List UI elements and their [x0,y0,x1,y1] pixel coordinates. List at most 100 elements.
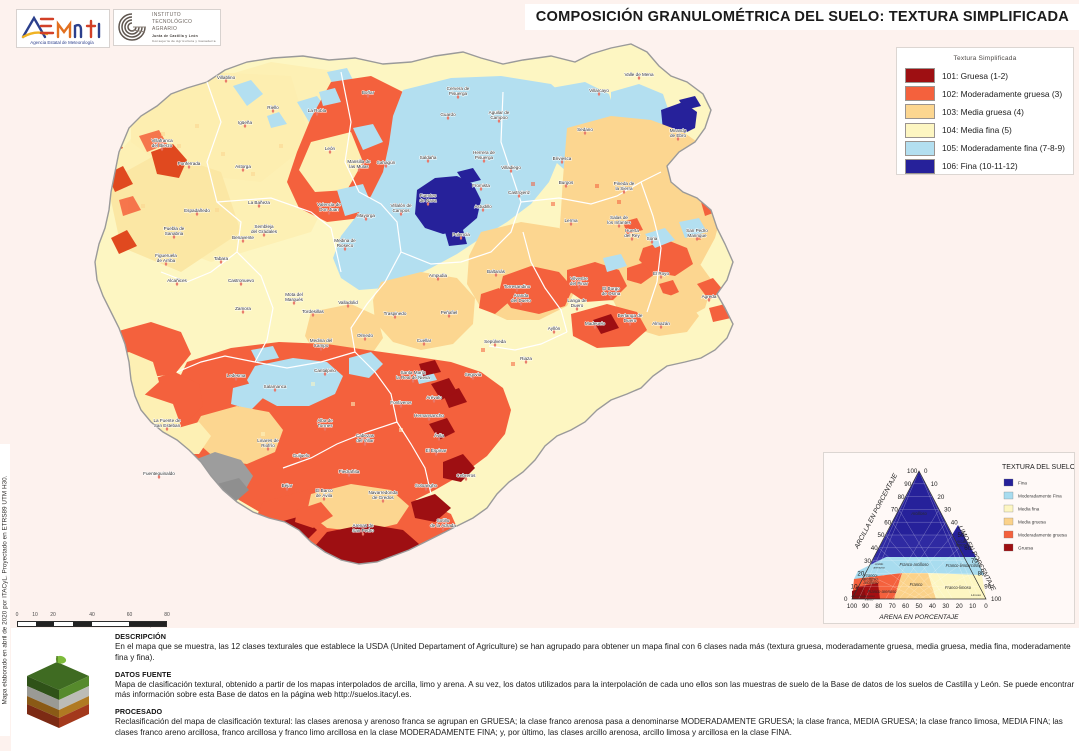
scale-tick-10: 10 [32,612,38,618]
svg-text:León: León [325,146,336,151]
map-city-marker [564,183,568,189]
svg-text:Traspinedo: Traspinedo [384,311,407,316]
map-place-label: Guardo [440,111,457,121]
map-place-label: Sotoangho [414,482,438,492]
legend-item-102[interactable]: 102: Moderadamente gruesa (3) [905,86,1065,102]
map-place-label: Olmedo [356,332,374,342]
map-place-label: La Fuente de San Esteban [153,417,182,432]
triangle-right-tick-20: 20 [937,494,944,501]
triangle-left-tick-30: 30 [864,558,871,565]
map-city-marker [411,378,415,384]
map-place-label: Boñar [361,89,375,99]
scale-tick-20: 20 [50,612,56,618]
scale-tick-40: 40 [89,612,95,618]
svg-text:Mayorga: Mayorga [357,213,375,218]
logo-aemet: Agencia Estatal de Meteorología [16,9,110,48]
svg-text:Sedano: Sedano [577,127,593,132]
map-city-marker [622,189,626,195]
map-place-label: Palencia [452,231,471,241]
legend-swatch-106 [905,158,935,174]
map-place-label: Castrojeriz [507,189,531,199]
triangle-legend-label: Moderadamente gruesa [1018,533,1067,538]
svg-text:Peñafiel: Peñafiel [441,310,458,315]
map-place-label: Mansilla de las Mulas [347,158,372,173]
map-place-label: Hernansancho [414,412,445,422]
legend-item-104[interactable]: 104: Media fina (5) [905,122,1065,138]
triangle-left-tick-100: 100 [907,468,918,475]
map-city-marker [319,346,323,352]
map-city-marker [363,336,367,342]
datos-fuente-text: Mapa de clasificación textural, obtenido… [115,679,1075,700]
legend-item-101[interactable]: 101: Gruesa (1-2) [905,68,1065,83]
legend-title: Textura Simplificada [953,55,1017,62]
scale-tick-0: 0 [15,612,19,618]
map-city-marker [597,91,601,97]
map-city-marker [482,158,486,164]
triangle-cell-franco-arenoso: Franco-arenoso [868,589,898,594]
map-city-marker [593,324,597,330]
svg-text:Villadiego: Villadiego [501,165,521,170]
map-place-label: Tabara [213,255,229,265]
map-place-label: Benavente [231,234,255,244]
legend-item-106[interactable]: 106: Fina (10-11-12) [905,158,1065,174]
map-place-label: Berlanga de Duero [617,312,643,327]
map-city-marker [609,294,613,300]
triangle-bottom-tick-90: 90 [862,603,869,610]
map-city-marker [285,486,289,492]
triangle-left-tick-20: 20 [857,571,864,578]
map-city-marker [659,274,663,280]
triangle-axis-bottom-label: ARENA EN PORCENTAJE [878,614,959,621]
map-place-label: Fuentes de Nava [419,192,438,207]
map-place-label: El Espinar [425,447,447,457]
logo-aemet-subtitle: Agencia Estatal de Meteorología [30,40,94,45]
map-place-label: Cantalpino [313,367,337,377]
map-city-marker [464,476,468,482]
svg-text:Boñar: Boñar [362,90,375,95]
triangle-cell-franco-arenoso-arcilloso: Franco-arenoso-arcilloso [863,573,880,585]
map-city-marker [552,329,556,335]
map-city-marker [187,164,191,170]
legend-label-101: 101: Gruesa (1-2) [942,70,1009,81]
map-city-marker [493,342,497,348]
svg-text:Fromista: Fromista [472,183,490,188]
map-canvas[interactable]: Villablino Riello La Robla Boñar Cervera de P… [11,32,1079,622]
svg-text:El Espinar: El Espinar [426,448,447,453]
ita-line-1: INSTITUTO [152,12,181,19]
svg-text:Ledesma: Ledesma [227,373,246,378]
map-place-label: Almazán [652,320,671,330]
map-place-label: Villablino [216,74,236,84]
descripcion-text: En el mapa que se muestra, las 12 clases… [115,642,1071,662]
svg-text:Ponferrada: Ponferrada [178,161,201,166]
map-city-marker [243,123,247,129]
triangle-legend-swatch [1003,478,1014,487]
legend-item-105[interactable]: 105: Moderadamente fina (7-8-9) [905,140,1065,156]
procesado-heading: PROCESADO [115,707,163,716]
map-place-label: Igüeña [237,119,253,129]
legend-item-103[interactable]: 103: Media gruesa (4) [905,104,1065,120]
map-city-marker [361,531,365,537]
svg-text:Zamora: Zamora [235,306,251,311]
legend-label-106: 106: Fina (10-11-12) [942,161,1018,172]
legend-label-104: 104: Media fina (5) [942,125,1012,136]
map-place-label: Ávila [433,431,445,442]
triangle-left-tick-90: 90 [904,481,911,488]
triangle-legend: Fina Moderadamente Fina Media fina Media gr… [1003,478,1067,552]
map-place-label: Arévalo [426,394,443,404]
triangle-legend-swatch [1003,504,1014,513]
svg-text:Madeuelo: Madeuelo [585,321,606,326]
legend-label-102: 102: Moderadamente gruesa (3) [942,88,1063,99]
map-city-marker [447,313,451,319]
triangle-legend-swatch [1003,543,1014,552]
map-place-label: Sembleja del Grádales [250,223,278,238]
triangle-legend-label: Media fina [1018,507,1040,512]
map-city-marker [471,375,475,381]
map-city-marker [257,203,261,209]
svg-text:Piedrahita: Piedrahita [339,469,360,474]
map-city-marker [172,234,176,240]
triangle-legend-label: Fina [1018,481,1027,486]
